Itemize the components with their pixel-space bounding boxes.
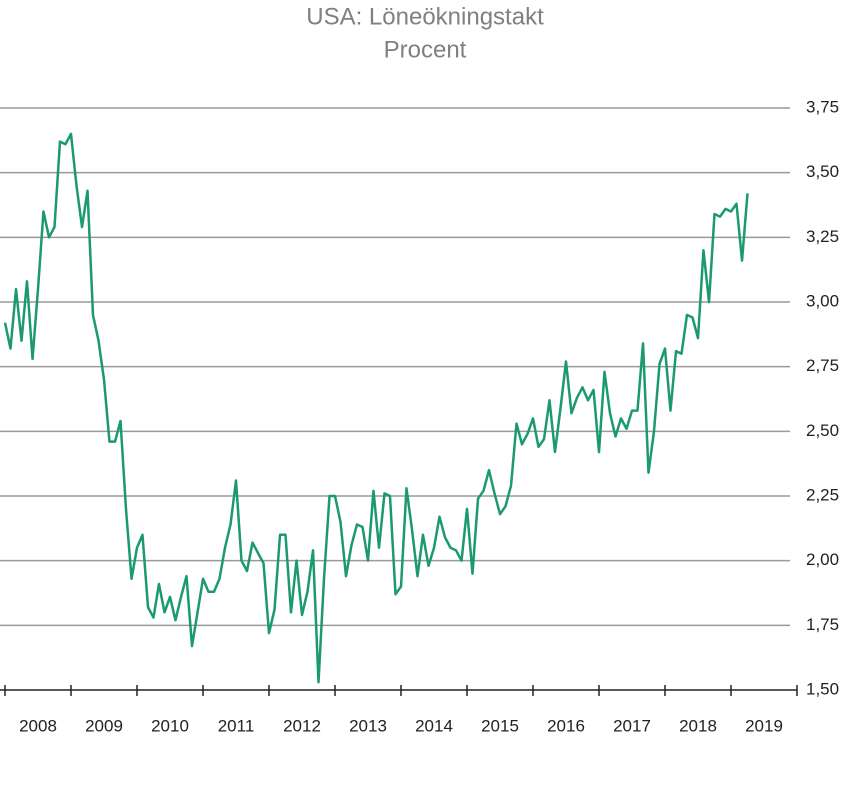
y-tick-label: 3,00 bbox=[806, 291, 839, 310]
y-tick-label: 2,50 bbox=[806, 421, 839, 440]
y-tick-label: 3,75 bbox=[806, 97, 839, 116]
x-tick-label: 2018 bbox=[679, 716, 717, 735]
y-tick-label: 3,25 bbox=[806, 227, 839, 246]
y-tick-label: 2,00 bbox=[806, 550, 839, 569]
x-tick-label: 2016 bbox=[547, 716, 585, 735]
y-tick-label: 1,50 bbox=[806, 679, 839, 698]
x-tick-label: 2011 bbox=[218, 716, 255, 735]
x-tick-label: 2009 bbox=[85, 716, 123, 735]
x-tick-label: 2017 bbox=[613, 716, 651, 735]
x-tick-label: 2008 bbox=[19, 716, 57, 735]
line bbox=[3, 132, 749, 684]
x-tick-label: 2015 bbox=[481, 716, 519, 735]
y-tick-label: 2,75 bbox=[806, 356, 839, 375]
y-tick-label: 1,75 bbox=[806, 615, 839, 634]
chart-title: USA: Löneökningstakt bbox=[306, 3, 544, 30]
x-tick-label: 2010 bbox=[151, 716, 189, 735]
y-tick-label: 3,50 bbox=[806, 162, 839, 181]
x-tick-label: 2013 bbox=[349, 716, 387, 735]
x-tick-label: 2012 bbox=[283, 716, 321, 735]
y-tick-label: 2,25 bbox=[806, 485, 839, 504]
chart-subtitle: Procent bbox=[384, 36, 467, 63]
x-tick-label: 2014 bbox=[415, 716, 453, 735]
x-tick-label: 2019 bbox=[745, 716, 783, 735]
